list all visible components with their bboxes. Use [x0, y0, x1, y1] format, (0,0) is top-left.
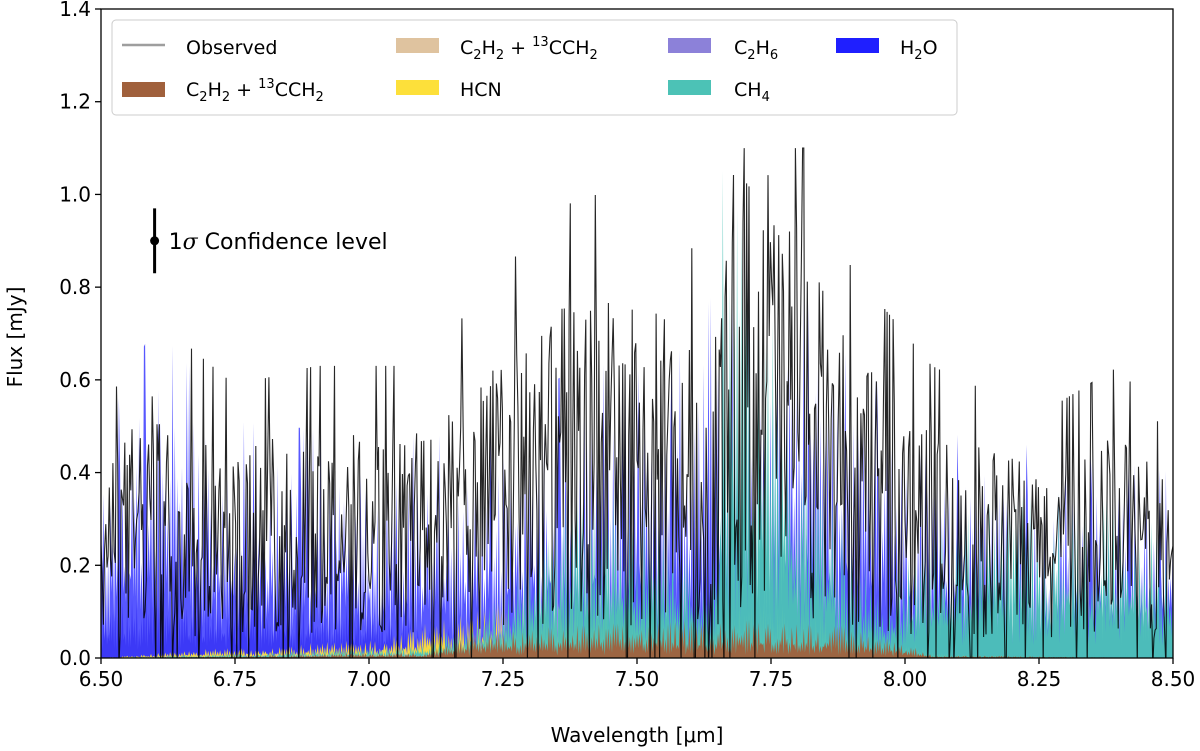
- y-tick-label: 0.0: [59, 646, 91, 670]
- sigma-symbol: σ: [183, 230, 199, 255]
- error-point: [150, 236, 160, 246]
- x-tick-label: 7.50: [615, 667, 660, 691]
- series-ch4: [101, 170, 1173, 658]
- confidence-prefix: 1: [169, 230, 183, 255]
- confidence-annotation: 1σ Confidence level: [150, 208, 388, 274]
- x-tick-label: 6.75: [213, 667, 258, 691]
- legend-c2h2-brown-label: C2H2 + 13CCH2: [186, 77, 324, 105]
- confidence-label: 1σ Confidence level: [169, 230, 388, 255]
- legend-h2o-label: H2O: [900, 37, 938, 63]
- legend-h2o-swatch: [836, 38, 879, 53]
- y-axis: 0.0 0.2 0.4 0.6 0.8 1.0 1.2 1.4: [59, 0, 101, 670]
- legend-c2h2-brown-swatch: [122, 82, 165, 97]
- x-tick-label: 8.25: [1017, 667, 1062, 691]
- y-tick-label: 0.8: [59, 275, 91, 299]
- series-area: [101, 620, 1173, 658]
- x-tick-label: 7.00: [347, 667, 392, 691]
- y-tick-label: 0.6: [59, 368, 91, 392]
- y-tick-label: 1.4: [59, 0, 91, 21]
- data-layer: [101, 147, 1173, 658]
- y-tick-label: 1.2: [59, 90, 91, 114]
- legend-ch4-label: CH4: [734, 79, 770, 105]
- series-observed: [101, 147, 1173, 658]
- x-axis-label: Wavelength [μm]: [551, 723, 724, 747]
- legend-c2h2-tan-swatch: [396, 38, 439, 53]
- y-tick-label: 1.0: [59, 182, 91, 206]
- legend-hcn-label: HCN: [460, 79, 502, 101]
- y-tick-label: 0.4: [59, 461, 91, 485]
- legend-hcn-swatch: [396, 80, 439, 95]
- confidence-text: Confidence level: [198, 230, 388, 255]
- observed-line: [101, 147, 1173, 658]
- legend-ch4-swatch: [668, 80, 711, 95]
- series-area: [101, 170, 1173, 658]
- y-axis-label: Flux [mJy]: [3, 287, 27, 388]
- x-tick-label: 6.50: [79, 667, 124, 691]
- series-c2h2-13cch2-model-: [101, 620, 1173, 658]
- legend-c2h6-label: C2H6: [734, 37, 778, 63]
- x-tick-label: 8.00: [883, 667, 928, 691]
- legend-box: [111, 19, 958, 116]
- x-tick-label: 7.25: [481, 667, 526, 691]
- x-tick-label: 8.50: [1151, 667, 1196, 691]
- x-tick-label: 7.75: [749, 667, 794, 691]
- y-tick-label: 0.2: [59, 553, 91, 577]
- legend: Observed C2H2 + 13CCH2 C2H2 + 13CCH2 HCN…: [111, 19, 958, 116]
- legend-observed-label: Observed: [186, 37, 277, 59]
- x-axis: 6.50 6.75 7.00 7.25 7.50 7.75 8.00 8.25 8.50: [79, 658, 1196, 691]
- legend-c2h2-tan-label: C2H2 + 13CCH2: [460, 35, 598, 63]
- legend-c2h6-swatch: [668, 38, 711, 53]
